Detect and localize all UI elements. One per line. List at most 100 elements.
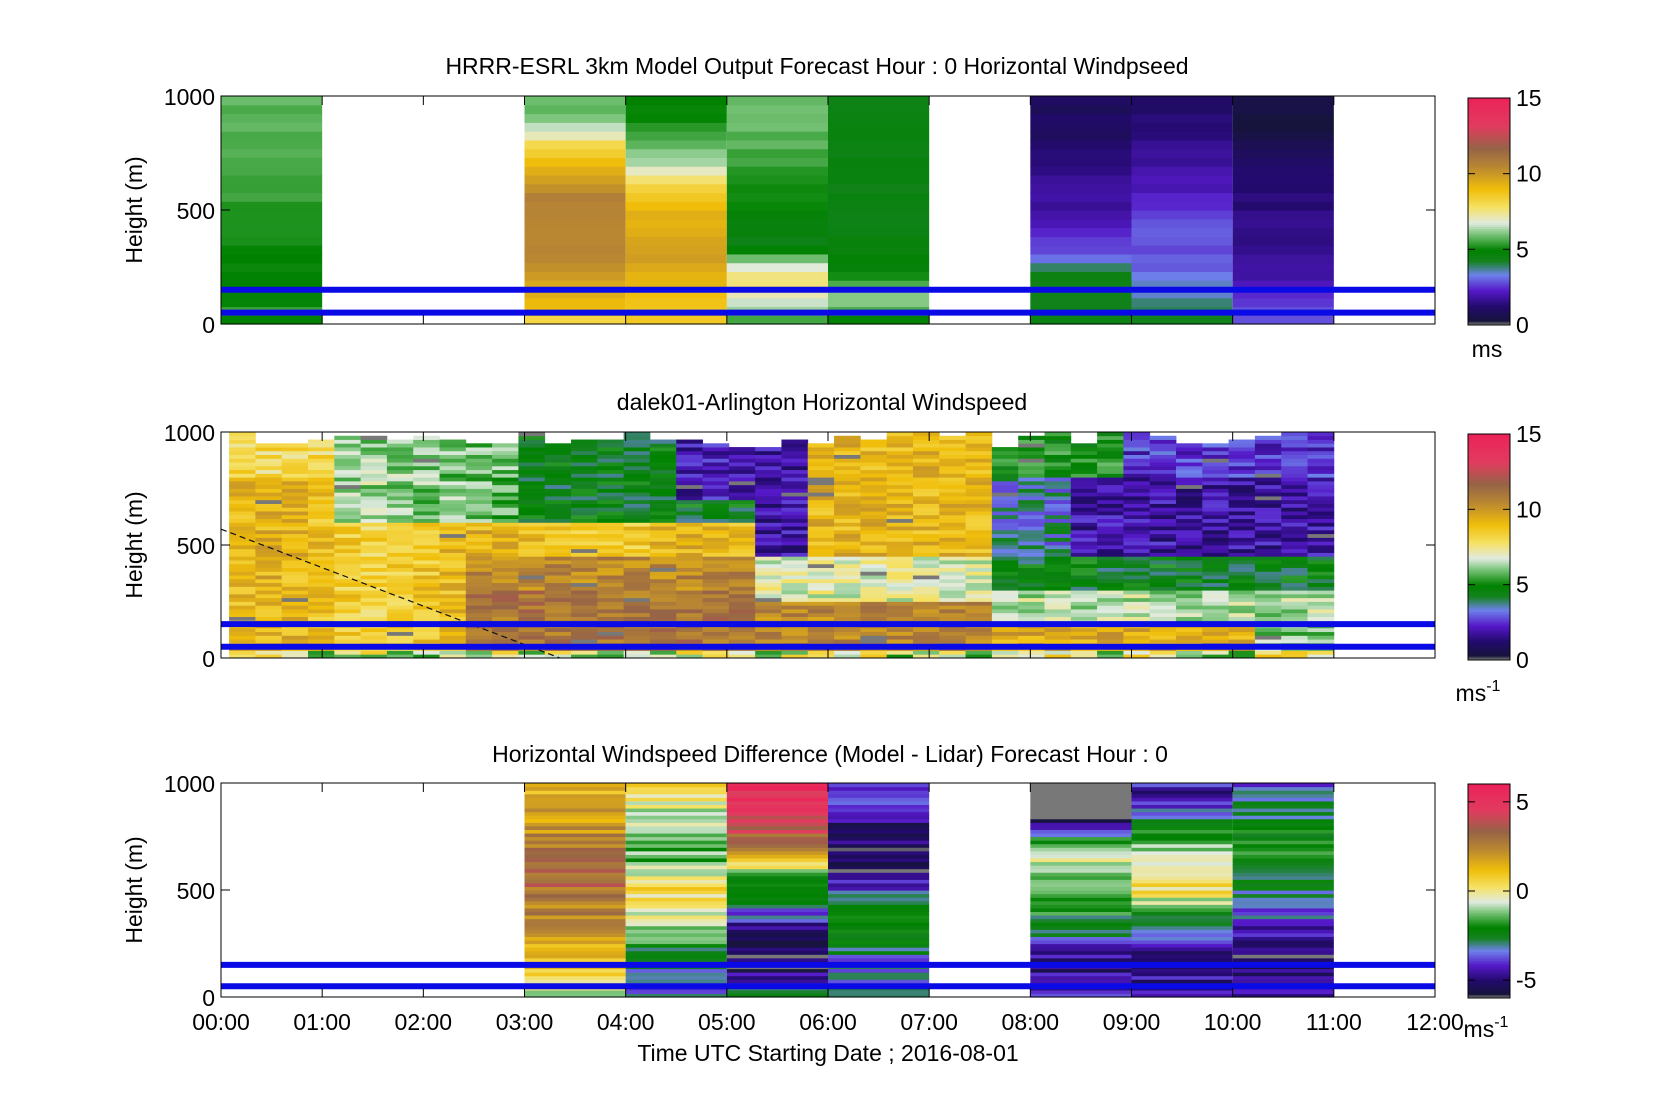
heatmap-cell <box>834 499 861 504</box>
heatmap-cell <box>828 157 930 167</box>
heatmap-cell <box>991 454 1019 459</box>
heatmap-cell <box>524 861 626 866</box>
heatmap-cell <box>1232 922 1334 927</box>
heatmap-cell <box>625 804 727 809</box>
heatmap-cell <box>676 503 703 508</box>
colorbar-segment <box>1468 635 1510 638</box>
heatmap-cell <box>1030 922 1132 927</box>
heatmap-cell <box>597 537 625 542</box>
heatmap-cell <box>1281 560 1308 565</box>
heatmap-cell <box>1131 907 1233 912</box>
heatmap-cell <box>1307 586 1335 591</box>
heatmap-cell <box>597 593 625 599</box>
heatmap-cell <box>255 609 283 614</box>
heatmap-cell <box>828 174 930 185</box>
heatmap-cell <box>1254 545 1282 550</box>
heatmap-cell <box>1254 529 1282 535</box>
heatmap-cell <box>571 450 598 455</box>
heatmap-column <box>939 435 966 659</box>
heatmap-cell <box>912 545 940 550</box>
heatmap-cell <box>1044 454 1072 459</box>
heatmap-cell <box>781 609 809 614</box>
heatmap-cell <box>255 507 283 512</box>
heatmap-cell <box>781 601 809 606</box>
heatmap-cell <box>465 639 493 644</box>
heatmap-cell <box>1254 635 1282 640</box>
heatmap-cell <box>991 548 1019 553</box>
heatmap-cell <box>676 548 703 553</box>
heatmap-cell <box>625 297 727 308</box>
heatmap-cell <box>1254 533 1282 538</box>
heatmap-cell <box>1202 473 1230 478</box>
heatmap-cell <box>1202 526 1230 531</box>
heatmap-cell <box>597 503 625 508</box>
heatmap-cell <box>939 541 966 546</box>
heatmap-cell <box>625 840 727 845</box>
heatmap-cell <box>828 148 930 158</box>
heatmap-cell <box>1030 936 1132 941</box>
heatmap-cell <box>1202 616 1230 621</box>
heatmap-cell <box>1254 548 1282 553</box>
colorbar-tick-label: 5 <box>1516 789 1529 815</box>
colorbar-segment <box>1468 268 1510 271</box>
heatmap-cell <box>334 612 362 617</box>
heatmap-cell <box>728 586 756 591</box>
heatmap-cell <box>1097 439 1124 444</box>
heatmap-cell <box>676 484 703 489</box>
heatmap-cell <box>1097 432 1124 437</box>
heatmap-cell <box>726 800 828 805</box>
heatmap-cell <box>571 507 598 512</box>
colorbar-segment <box>1468 801 1510 805</box>
heatmap-cell <box>1232 166 1334 176</box>
heatmap-cell <box>1030 825 1132 830</box>
heatmap-cell <box>1097 465 1124 471</box>
colorbar-segment <box>1468 473 1510 476</box>
heatmap-area <box>221 96 1334 325</box>
colorbar-segment <box>1468 130 1510 133</box>
colorbar-segment <box>1468 609 1510 612</box>
heatmap-cell <box>726 793 828 798</box>
heatmap-cell <box>1176 454 1203 459</box>
heatmap-cell <box>781 526 809 531</box>
heatmap-cell <box>939 631 966 636</box>
heatmap-cell <box>1281 582 1308 587</box>
heatmap-cell <box>1097 548 1124 553</box>
heatmap-cell <box>439 597 467 602</box>
heatmap-cell <box>728 575 756 580</box>
heatmap-cell <box>886 650 914 655</box>
heatmap-cell <box>518 522 546 527</box>
heatmap-cell <box>1044 631 1072 636</box>
heatmap-cell <box>1030 893 1132 898</box>
colorbar-segment <box>1468 951 1510 954</box>
heatmap-cell <box>991 627 1019 633</box>
heatmap-cell <box>1232 183 1334 194</box>
colorbar-segment <box>1468 784 1510 787</box>
heatmap-cell <box>229 631 256 636</box>
heatmap-cell <box>360 492 388 497</box>
heatmap-cell <box>1070 593 1098 599</box>
heatmap-cell <box>1176 567 1203 572</box>
heatmap-cell <box>281 522 309 527</box>
heatmap-cell <box>524 922 626 927</box>
heatmap-cell <box>1232 932 1334 937</box>
heatmap-cell <box>1030 227 1132 237</box>
heatmap-cell <box>597 454 625 459</box>
heatmap-cell <box>1030 897 1132 902</box>
heatmap-cell <box>834 454 861 459</box>
heatmap-cell <box>1018 609 1045 614</box>
heatmap-cell <box>492 578 519 584</box>
heatmap-cell <box>229 465 256 471</box>
heatmap-cell <box>1307 473 1335 478</box>
heatmap-cell <box>965 439 993 444</box>
heatmap-cell <box>1018 465 1045 471</box>
heatmap-cell <box>1123 571 1151 576</box>
heatmap-cell <box>781 499 809 504</box>
heatmap-cell <box>1176 635 1203 640</box>
colorbar-scale <box>1468 434 1510 661</box>
heatmap-cell <box>492 548 519 553</box>
heatmap-cell <box>1097 511 1124 516</box>
heatmap-cell <box>702 465 730 471</box>
heatmap-cell <box>1044 590 1072 595</box>
heatmap-cell <box>524 183 626 194</box>
